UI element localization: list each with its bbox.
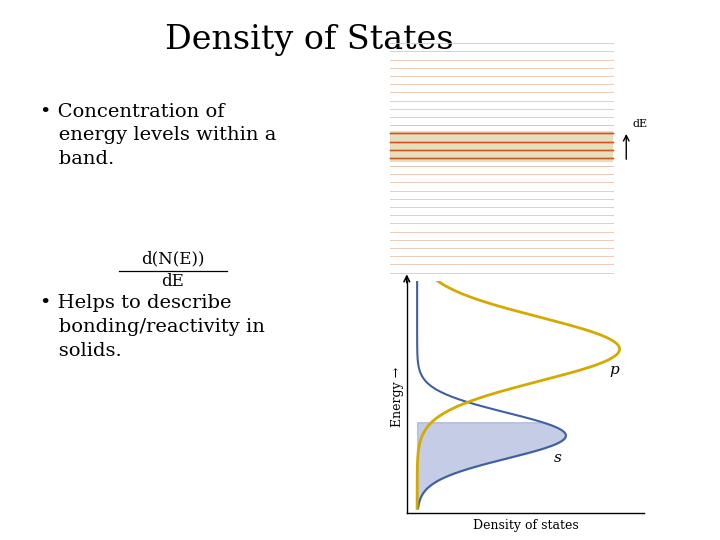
Y-axis label: Energy →: Energy → xyxy=(391,367,404,427)
Text: • Concentration of
   energy levels within a
   band.: • Concentration of energy levels within … xyxy=(40,103,276,168)
Text: dE: dE xyxy=(161,273,184,289)
Text: s: s xyxy=(554,451,562,465)
Text: d(N(E)): d(N(E)) xyxy=(141,251,204,267)
Text: Density of States: Density of States xyxy=(166,24,454,56)
X-axis label: Density of states: Density of states xyxy=(473,518,578,531)
Text: p: p xyxy=(610,363,619,377)
Text: dE: dE xyxy=(633,119,648,129)
Bar xyxy=(390,131,613,162)
Text: • Helps to describe
   bonding/reactivity in
   solids.: • Helps to describe bonding/reactivity i… xyxy=(40,294,264,360)
